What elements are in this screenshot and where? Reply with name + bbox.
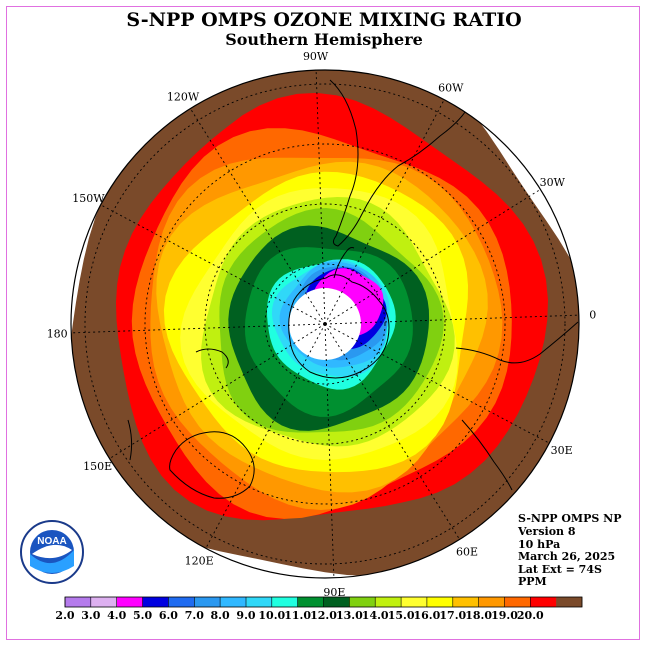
meridian-line	[324, 323, 335, 578]
meridian-line	[315, 70, 326, 325]
latitude-circle	[84, 83, 566, 565]
meridian-line	[324, 189, 541, 325]
meridian-line	[324, 323, 550, 444]
colorbar-swatch	[530, 597, 557, 607]
info-lat-ext: Lat Ext = 74S	[518, 563, 602, 576]
colorbar-swatch	[452, 597, 479, 607]
coastline	[461, 419, 513, 491]
colorbar-tick-label: 19.0	[491, 609, 518, 622]
coastline	[455, 321, 579, 364]
colorbar-swatch	[323, 597, 350, 607]
colorbar-tick-label: 6.0	[159, 609, 178, 622]
colorbar-tick-label: 10.0	[258, 609, 285, 622]
longitude-label: 150E	[83, 460, 112, 473]
colorbar-swatch	[349, 597, 376, 607]
longitude-label: 30W	[540, 176, 566, 189]
colorbar-swatch	[220, 597, 247, 607]
map-subtitle: Southern Hemisphere	[225, 30, 423, 49]
colorbar-swatch	[556, 597, 583, 607]
colorbar-swatch	[504, 597, 531, 607]
coastlines	[127, 79, 579, 499]
colorbar-tick-label: 17.0	[439, 609, 466, 622]
info-level: 10 hPa	[518, 538, 561, 551]
graticule	[71, 70, 579, 578]
colorbar-swatch	[168, 597, 195, 607]
colorbar-swatch	[90, 597, 117, 607]
colorbar-tick-label: 11.0	[284, 609, 311, 622]
colorbar-tick-label: 8.0	[211, 609, 230, 622]
meridian-line	[205, 323, 326, 549]
colorbar-tick-label: 9.0	[236, 609, 255, 622]
colorbar-tick-label: 3.0	[81, 609, 100, 622]
meridian-line	[100, 204, 326, 325]
colorbar: 2.0 3.0 4.0 5.0 6.0 7.0 8.0 9.0 10.0 11.0 12.0 13.0…	[55, 596, 583, 622]
colorbar-tick-label: 15.0	[388, 609, 415, 622]
colorbar-tick-label: 7.0	[185, 609, 204, 622]
info-date: March 26, 2025	[518, 550, 616, 563]
longitude-labels: 90W 60W 30W 0 30E 60E 90E 120E 150E 180 150W 120W	[47, 50, 597, 599]
colorbar-swatch	[245, 597, 273, 607]
meridian-line	[109, 323, 326, 459]
colorbar-tick-label: 14.0	[362, 609, 389, 622]
latitude-circle	[204, 203, 446, 445]
noaa-logo-text: NOAA	[37, 536, 66, 547]
longitude-label: 30E	[551, 444, 573, 457]
map-title: S-NPP OMPS OZONE MIXING RATIO	[126, 9, 522, 31]
longitude-label: 60E	[456, 545, 478, 558]
figure-frame	[6, 6, 640, 640]
coastline	[127, 419, 133, 461]
meridian-line	[324, 323, 460, 540]
coastline	[333, 247, 355, 279]
colorbar-swatch	[478, 597, 505, 607]
colorbar-swatch	[426, 597, 454, 607]
info-product: S-NPP OMPS NP	[518, 512, 622, 525]
colorbar-tick-label: 18.0	[465, 609, 492, 622]
longitude-label: 150W	[72, 192, 105, 205]
colorbar-swatch	[194, 597, 221, 607]
colorbar-swatch	[297, 597, 324, 607]
latitude-circle	[264, 263, 386, 385]
map-border	[70, 69, 580, 579]
meridian-line	[324, 99, 445, 325]
meridian-line	[190, 108, 326, 325]
longitude-label: 0	[589, 309, 596, 322]
longitude-label: 120E	[185, 555, 214, 568]
colorbar-swatch	[65, 597, 92, 607]
longitude-label: 90E	[323, 586, 345, 599]
latitude-circle	[144, 143, 506, 505]
coastline	[195, 348, 229, 369]
colorbar-tick-label: 16.0	[414, 609, 441, 622]
colorbar-swatch	[401, 597, 428, 607]
map-disk	[71, 70, 579, 576]
longitude-label: 180	[47, 327, 68, 340]
colorbar-tick-label: 20.0	[517, 609, 544, 622]
colorbar-swatch	[142, 597, 169, 607]
colorbar-tick-label: 2.0	[55, 609, 74, 622]
colorbar-tick-label: 4.0	[107, 609, 126, 622]
colorbar-swatch	[116, 597, 143, 607]
colorbar-swatch	[375, 597, 402, 607]
colorbar-swatch	[271, 597, 298, 607]
longitude-label: 120W	[167, 91, 200, 104]
colorbar-tick-label: 13.0	[336, 609, 363, 622]
coastline	[169, 431, 255, 499]
colorbar-tick-label: 5.0	[133, 609, 152, 622]
meridian-line	[71, 323, 326, 334]
info-units: PPM	[518, 575, 547, 588]
coastline	[329, 79, 491, 247]
colorbar-tick-label: 12.0	[310, 609, 337, 622]
coastline	[288, 274, 390, 379]
longitude-label: 90W	[303, 50, 329, 63]
noaa-logo: NOAA	[20, 520, 84, 584]
meridian-line	[324, 314, 579, 325]
longitude-label: 60W	[438, 81, 464, 94]
info-version: Version 8	[518, 525, 576, 538]
